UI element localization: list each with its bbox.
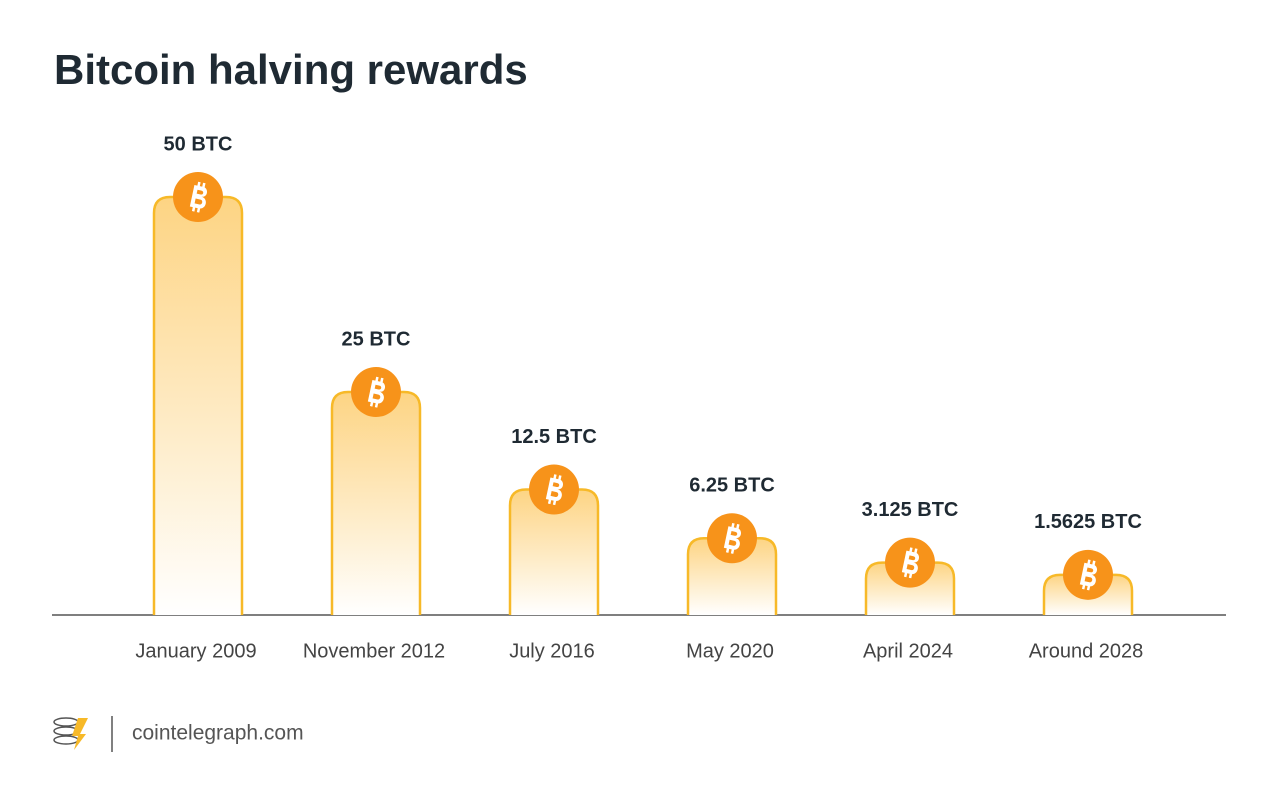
coin-icon (529, 464, 579, 515)
coin-icon (1063, 549, 1113, 600)
x-tick-label: January 2009 (135, 640, 256, 662)
coin-icon (707, 513, 757, 564)
bar (330, 390, 422, 615)
x-tick-label: July 2016 (509, 640, 595, 662)
coin-icon (885, 537, 935, 588)
value-label: 1.5625 BTC (1034, 511, 1142, 533)
x-tick-label: May 2020 (686, 640, 774, 662)
coin-icon (351, 367, 401, 417)
value-label: 3.125 BTC (862, 499, 959, 521)
source: cointelegraph.com (132, 722, 304, 745)
coin-icon (173, 172, 223, 222)
logo (53, 716, 113, 752)
value-label: 50 BTC (164, 133, 233, 155)
value-label: 6.25 BTC (689, 475, 775, 497)
value-label: 25 BTC (342, 328, 411, 350)
x-tick-label: Around 2028 (1029, 640, 1144, 662)
value-label: 12.5 BTC (511, 426, 597, 448)
chart-title: Bitcoin halving rewards (54, 46, 528, 93)
x-tick-label: November 2012 (303, 640, 445, 662)
x-tick-label: April 2024 (863, 640, 953, 662)
bar (152, 195, 244, 615)
